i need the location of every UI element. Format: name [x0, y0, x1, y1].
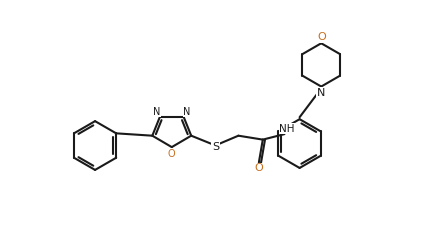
Text: O: O [168, 149, 176, 159]
Text: S: S [212, 142, 219, 152]
Text: N: N [317, 88, 326, 98]
Text: NH: NH [279, 124, 295, 134]
Text: O: O [254, 163, 263, 173]
Text: O: O [318, 32, 326, 42]
Text: N: N [183, 107, 191, 117]
Text: N: N [153, 107, 160, 117]
